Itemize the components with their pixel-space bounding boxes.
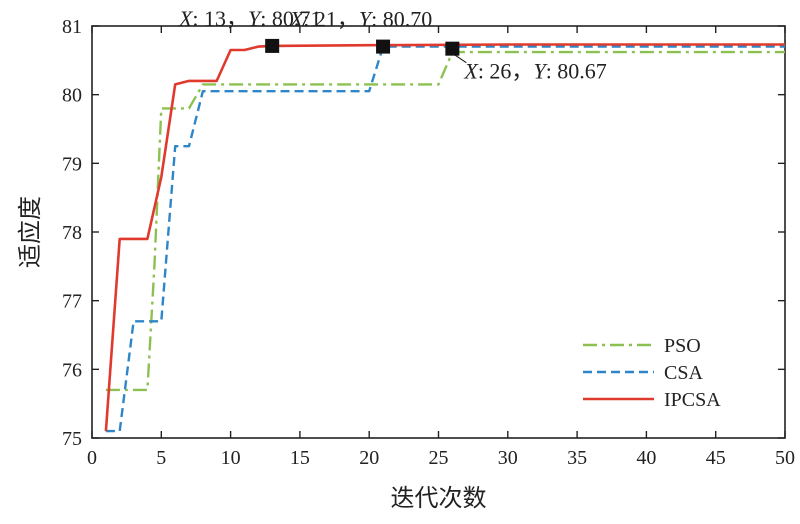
datatip-label: X: 26，Y: 80.67 [463,59,606,84]
x-tick-label: 45 [706,447,726,469]
x-tick-label: 25 [429,447,449,469]
datatip-leader [454,54,467,64]
x-axis-title: 迭代次数 [391,484,487,512]
y-tick-label: 80 [62,85,82,107]
markers-layer: X: 13，Y: 80.71X: 21，Y: 80.70 X: 26，Y: 80.… [178,6,607,84]
datatip-marker [376,39,391,54]
axes: 0 5 10 15 20 25 30 35 40 45 50 75 76 77 78 79 80 81 [62,16,795,469]
datatip-label: X: 13，Y: 80.71 [178,6,321,31]
legend-label-pso: PSO [664,335,701,357]
x-tick-label: 30 [498,447,518,469]
y-tick-label: 75 [62,428,82,450]
x-tick-label: 40 [636,447,656,469]
x-tick-label: 50 [775,447,795,469]
y-tick-label: 79 [62,153,82,175]
y-tick-label: 81 [62,16,82,38]
series-line-pso [105,50,785,392]
x-tick-label: 15 [290,447,310,469]
y-tick-label: 78 [62,222,82,244]
legend-label-csa: CSA [664,362,703,384]
series-line-csa [105,45,785,433]
x-tick-label: 20 [359,447,379,469]
x-tick-label: 5 [156,447,166,469]
series-layer [104,43,785,433]
x-tick-label: 10 [221,447,241,469]
series-line-ipcsa [104,43,785,432]
y-tick-label: 76 [62,359,82,381]
x-tick-label: 0 [87,447,97,469]
legend: PSO CSA IPCSA [583,335,721,411]
datatip-marker [445,41,460,56]
datatip-label: X: 21，Y: 80.70 [289,7,432,32]
x-tick-label: 35 [567,447,587,469]
y-tick-label: 77 [62,291,82,313]
y-axis-title: 适应度 [16,196,44,268]
datatip-marker [265,38,280,53]
legend-label-ipcsa: IPCSA [664,389,721,411]
